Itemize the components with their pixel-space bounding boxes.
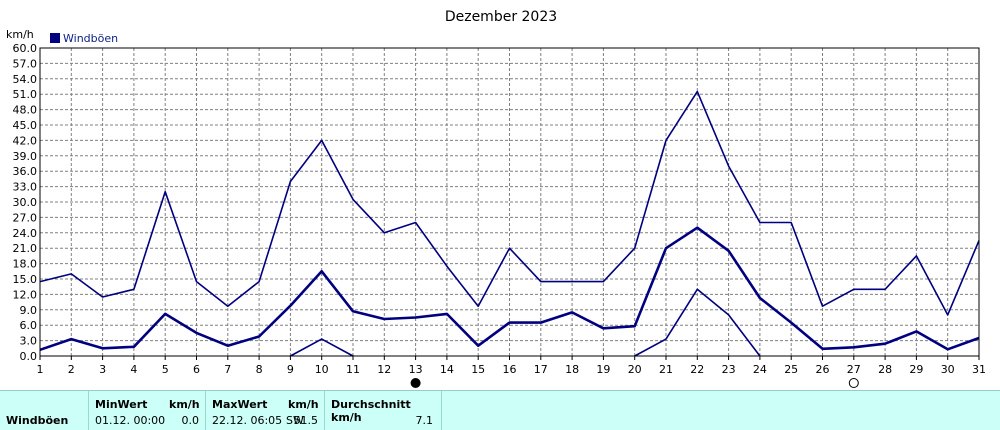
max-direction: SW <box>286 414 304 427</box>
x-tick-label: 4 <box>130 363 137 376</box>
avg-value: 7.1 <box>415 414 434 427</box>
y-tick-label: 33.0 <box>13 181 38 194</box>
x-tick-label: 22 <box>690 363 704 376</box>
stats-panel: Windböen MinWert km/h 01.12. 00:00 0.0 M… <box>0 390 1000 430</box>
x-tick-labels: 1 2 3 4 5 6 7 8 9 10 11 12 13 14 15 16 17 18 19 20 21 22 23 24 2… <box>37 363 987 376</box>
x-tick-label: 6 <box>193 363 200 376</box>
y-tick-label: 6.0 <box>20 319 38 332</box>
y-tick-label: 3.0 <box>20 335 38 348</box>
x-tick-label: 12 <box>377 363 391 376</box>
x-tick-label: 29 <box>909 363 923 376</box>
x-tick-label: 8 <box>256 363 263 376</box>
x-tick-label: 3 <box>99 363 106 376</box>
y-tick-label: 39.0 <box>13 150 38 163</box>
y-tick-label: 21.0 <box>13 242 38 255</box>
x-tick-label: 19 <box>596 363 610 376</box>
stats-label: Windböen <box>6 414 69 427</box>
x-tick-label: 10 <box>315 363 329 376</box>
x-tick-label: 27 <box>847 363 861 376</box>
min-unit: km/h <box>169 398 200 411</box>
max-date: 22.12. 06:05 <box>212 414 283 427</box>
x-tick-label: 2 <box>68 363 75 376</box>
x-tick-label: 25 <box>784 363 798 376</box>
x-tick-label: 5 <box>162 363 169 376</box>
chart-title: Dezember 2023 <box>445 9 557 25</box>
legend-swatch <box>50 33 60 43</box>
y-tick-label: 30.0 <box>13 196 38 209</box>
x-tick-label: 14 <box>440 363 454 376</box>
y-tick-label: 12.0 <box>13 288 38 301</box>
x-tick-label: 15 <box>471 363 485 376</box>
x-tick-label: 20 <box>628 363 642 376</box>
max-unit: km/h <box>288 398 319 411</box>
y-axis-unit: km/h <box>6 28 34 41</box>
y-tick-label: 42.0 <box>13 134 38 147</box>
legend-label: Windböen <box>63 32 118 45</box>
y-tick-label: 51.0 <box>13 88 38 101</box>
max-header: MaxWert <box>212 398 268 411</box>
max-value: 51.5 <box>293 414 319 427</box>
series-lines <box>39 90 980 357</box>
grid <box>39 48 980 360</box>
x-tick-label: 11 <box>346 363 360 376</box>
x-tick-label: 17 <box>534 363 548 376</box>
x-tick-label: 24 <box>753 363 767 376</box>
stats-avg-cell: Durchschnitt km/h 7.1 <box>325 391 442 430</box>
x-tick-label: 28 <box>878 363 892 376</box>
stats-min-cell: MinWert km/h 01.12. 00:00 0.0 <box>89 391 206 430</box>
x-tick-label: 13 <box>409 363 423 376</box>
x-tick-label: 9 <box>287 363 294 376</box>
x-tick-label: 16 <box>503 363 517 376</box>
y-tick-label: 15.0 <box>13 273 38 286</box>
x-tick-label: 21 <box>659 363 673 376</box>
series-line-avg <box>39 226 980 352</box>
y-tick-label: 18.0 <box>13 258 38 271</box>
y-tick-label: 27.0 <box>13 211 38 224</box>
y-tick-label: 0.0 <box>20 350 38 363</box>
x-tick-label: 18 <box>565 363 579 376</box>
min-header: MinWert <box>95 398 148 411</box>
x-tick-label: 1 <box>37 363 44 376</box>
series-line-min <box>634 288 761 357</box>
y-tick-label: 36.0 <box>13 165 38 178</box>
y-tick-label: 24.0 <box>13 227 38 240</box>
series-line-max <box>39 90 980 316</box>
open-circle-marker <box>848 378 859 388</box>
avg-header: Durchschnitt km/h <box>331 398 411 424</box>
stats-max-cell: MaxWert km/h 22.12. 06:05 SW 51.5 <box>206 391 325 430</box>
series-line-min <box>290 338 354 357</box>
y-tick-labels: 0.0 3.0 6.0 9.0 12.0 15.0 18.0 21.0 24.0 27.0 30.0… <box>13 42 38 363</box>
chart: Dezember 2023 km/h Windböen 0.0 3.0 6.0 9.0… <box>6 9 987 388</box>
filled-circle-marker <box>410 378 421 388</box>
y-tick-label: 54.0 <box>13 73 38 86</box>
min-value: 0.0 <box>181 414 200 427</box>
day-markers <box>410 378 859 388</box>
y-tick-label: 60.0 <box>13 42 38 55</box>
x-tick-label: 31 <box>972 363 986 376</box>
y-tick-label: 45.0 <box>13 119 38 132</box>
y-tick-label: 57.0 <box>13 57 38 70</box>
y-tick-label: 9.0 <box>20 304 38 317</box>
x-tick-label: 7 <box>224 363 231 376</box>
x-tick-label: 26 <box>816 363 830 376</box>
x-tick-label: 23 <box>722 363 736 376</box>
min-date: 01.12. 00:00 <box>95 414 166 427</box>
plot-frame <box>39 47 980 357</box>
stats-label-cell: Windböen <box>0 391 89 430</box>
y-tick-label: 48.0 <box>13 104 38 117</box>
x-tick-label: 30 <box>941 363 955 376</box>
